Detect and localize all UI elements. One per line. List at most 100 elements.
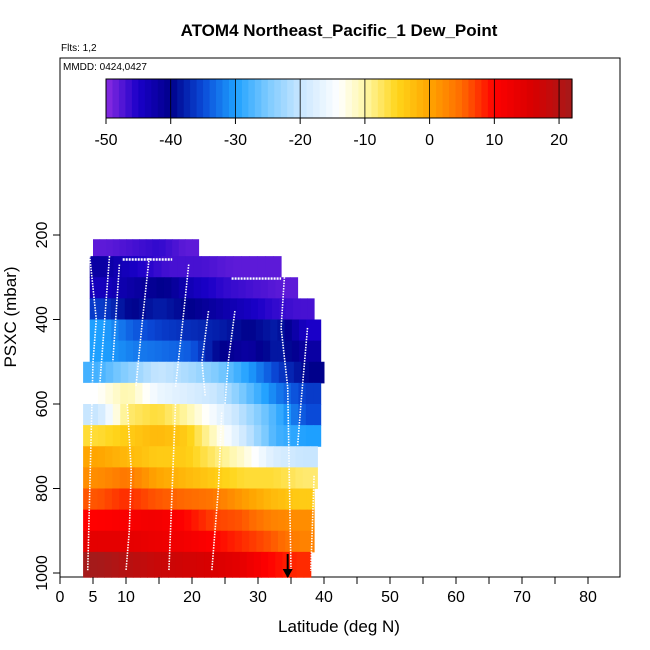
heatmap-cell	[306, 530, 315, 553]
heatmap-cell	[186, 277, 195, 299]
colorbar-swatch	[565, 79, 573, 118]
heatmap-cell	[292, 488, 301, 511]
heatmap-cell	[120, 382, 129, 405]
heatmap-cell	[118, 340, 127, 363]
heatmap-cell	[185, 446, 194, 468]
heatmap-cell	[179, 404, 188, 426]
heatmap-cell	[140, 488, 149, 511]
heatmap-cell	[147, 319, 156, 342]
heatmap-cell	[253, 551, 262, 578]
heatmap-cell	[105, 404, 114, 426]
heatmap-cell	[162, 488, 171, 511]
colorbar-swatch	[196, 79, 204, 118]
heatmap-cell	[248, 361, 257, 384]
heatmap-cell	[256, 509, 265, 532]
heatmap-cell	[117, 298, 126, 320]
heatmap-cell	[305, 425, 314, 447]
heatmap-cell	[286, 298, 294, 320]
heatmap-cell	[224, 425, 233, 447]
heatmap-cell	[288, 446, 296, 468]
heatmap-cell	[105, 361, 114, 384]
colorbar-swatch	[209, 79, 217, 118]
colorbar: -50 -40 -30 -20 -10 0 10 20	[94, 78, 573, 149]
heatmap-cell	[270, 488, 279, 511]
heatmap-cell	[128, 361, 137, 384]
heatmap-cell	[253, 382, 262, 405]
heatmap-cell	[283, 425, 292, 447]
heatmap-cell	[223, 277, 232, 299]
heatmap-cell	[190, 319, 199, 342]
heatmap-cell	[90, 530, 99, 553]
heatmap-cell	[159, 298, 168, 320]
colorbar-swatch	[235, 79, 243, 118]
heatmap-cell	[219, 319, 228, 342]
heatmap-cell	[120, 361, 129, 384]
heatmap-cell	[201, 298, 210, 320]
colorbar-swatch	[500, 79, 508, 118]
heatmap-cell	[295, 467, 304, 489]
y-tick-label: 400	[34, 306, 51, 333]
flight-tracks	[86, 256, 315, 578]
heatmap-cell	[90, 404, 99, 426]
heatmap-cell	[104, 340, 112, 363]
y-tick-label: 200	[34, 222, 51, 249]
heatmap-cell	[299, 509, 308, 532]
heatmap-cell	[284, 319, 293, 342]
colorbar-swatch	[552, 79, 560, 118]
heatmap-cell	[205, 319, 213, 342]
heatmap-cell	[190, 340, 199, 363]
colorbar-swatch	[157, 79, 165, 118]
heatmap-cell	[226, 340, 235, 363]
heatmap-cell	[192, 467, 201, 489]
heatmap-cell	[216, 382, 225, 405]
heatmap-cell	[227, 488, 236, 511]
heatmap-cell	[111, 340, 120, 363]
heatmap-cell	[179, 425, 188, 447]
heatmap-cell	[97, 277, 106, 299]
heatmap-cells	[83, 239, 325, 578]
x-tick-label: 40	[315, 589, 333, 606]
heatmap-cell	[201, 404, 210, 426]
heatmap-cell	[241, 340, 250, 363]
heatmap-cell	[306, 509, 315, 532]
heatmap-cell	[126, 530, 135, 553]
heatmap-cell	[165, 361, 174, 384]
heatmap-cell	[198, 530, 207, 553]
heatmap-cell	[148, 467, 157, 489]
heatmap-cell	[275, 551, 283, 578]
heatmap-cell	[90, 551, 98, 578]
colorbar-swatch	[449, 79, 457, 118]
heatmap-cell	[161, 340, 170, 363]
colorbar-swatch	[539, 79, 547, 118]
heatmap-cell	[291, 319, 300, 342]
colorbar-swatch	[468, 79, 476, 118]
heatmap-cell	[83, 404, 92, 426]
heatmap-cell	[241, 530, 250, 553]
colorbar-tick-label: 10	[485, 132, 503, 149]
heatmap-cell	[243, 298, 252, 320]
heatmap-cell	[178, 446, 187, 468]
flight-track	[280, 277, 292, 571]
heatmap-cell	[113, 361, 122, 384]
colorbar-swatch	[339, 79, 347, 118]
heatmap-cell	[184, 530, 192, 553]
heatmap-cell	[207, 467, 216, 489]
heatmap-cell	[152, 239, 160, 257]
heatmap-cell	[278, 488, 286, 511]
heatmap-cell	[261, 382, 270, 405]
heatmap-cell	[161, 256, 170, 278]
heatmap-cell	[296, 551, 305, 578]
heatmap-cell	[263, 509, 272, 532]
heatmap-cell	[313, 382, 322, 405]
heatmap-cell	[127, 404, 136, 426]
heatmap-cell	[148, 488, 156, 511]
heatmap-cell	[111, 277, 120, 299]
heatmap-cell	[119, 446, 128, 468]
colorbar-swatch	[151, 79, 159, 118]
heatmap-cell	[249, 256, 258, 278]
heatmap-cell	[236, 298, 245, 320]
heatmap-cell	[140, 340, 148, 363]
x-tick-label: 70	[513, 589, 531, 606]
heatmap-cell	[90, 425, 99, 447]
heatmap-cell	[153, 256, 162, 278]
